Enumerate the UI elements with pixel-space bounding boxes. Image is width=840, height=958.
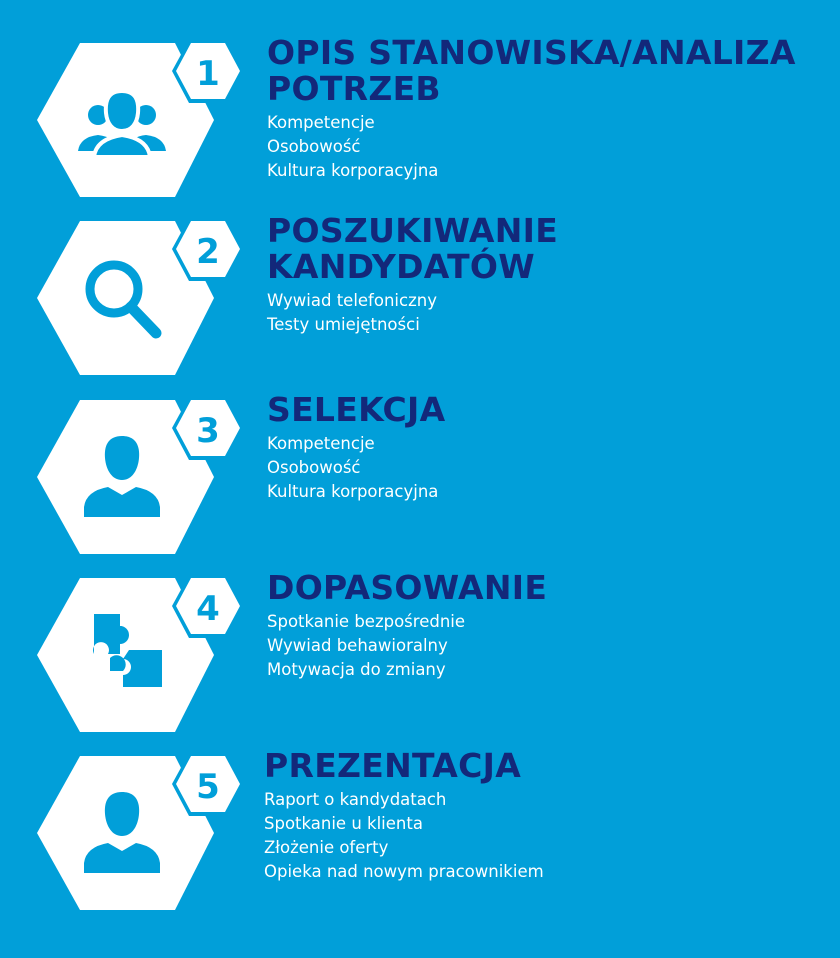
step-number-badge xyxy=(176,578,240,634)
step-item: Kompetencje xyxy=(267,113,375,132)
step-number: 4 xyxy=(196,589,220,629)
step-items: Wywiad telefoniczny Testy umiejętności xyxy=(267,289,558,337)
step-item: Raport o kandydatach xyxy=(264,790,447,809)
step-item: Osobowość xyxy=(267,137,361,156)
step-number-badge xyxy=(176,221,240,277)
person-icon xyxy=(84,436,160,517)
step-3: 3 SELEKCJA Kompetencje Osobowość Kultura k… xyxy=(0,392,840,560)
step-2: 2 POSZUKIWANIE KANDYDATÓW Wywiad telefoni… xyxy=(0,213,840,381)
step-title-line: KANDYDATÓW xyxy=(267,247,535,286)
step-items: Spotkanie bezpośrednie Wywiad behawioraln… xyxy=(267,610,547,682)
step-items: Kompetencje Osobowość Kultura korporacyjna xyxy=(267,432,445,504)
step-title-line: POTRZEB xyxy=(267,69,441,108)
step-number-badge xyxy=(176,756,240,812)
step-4: 4 DOPASOWANIE Spotkanie bezpośrednie Wywi… xyxy=(0,570,840,738)
step-item: Opieka nad nowym pracownikiem xyxy=(264,862,544,881)
step-title: PREZENTACJA xyxy=(264,748,544,784)
step-number: 1 xyxy=(196,54,220,94)
step-hexagon: 2 xyxy=(37,221,244,375)
group-icon xyxy=(78,88,166,159)
step-hexagon: 5 xyxy=(37,756,244,910)
step-item: Motywacja do zmiany xyxy=(267,660,446,679)
step-number: 5 xyxy=(196,767,220,807)
step-title-line: SELEKCJA xyxy=(267,390,446,429)
step-item: Wywiad behawioralny xyxy=(267,636,448,655)
step-items: Kompetencje Osobowość Kultura korporacyjna xyxy=(267,111,796,183)
step-item: Spotkanie u klienta xyxy=(264,814,423,833)
magnifier-icon xyxy=(85,260,162,339)
step-1: 1 OPIS STANOWISKA/ANALIZA POTRZEB Kompete… xyxy=(0,35,840,203)
step-item: Złożenie oferty xyxy=(264,838,389,857)
step-title: SELEKCJA xyxy=(267,392,445,428)
step-title: DOPASOWANIE xyxy=(267,570,547,606)
step-item: Testy umiejętności xyxy=(267,315,420,334)
step-title-line: DOPASOWANIE xyxy=(267,568,548,607)
step-title-line: POSZUKIWANIE xyxy=(267,211,559,250)
step-hexagon: 3 xyxy=(37,400,244,554)
step-number: 2 xyxy=(196,232,220,272)
step-hexagon: 1 xyxy=(37,43,244,197)
step-item: Kultura korporacyjna xyxy=(267,482,439,501)
step-title: OPIS STANOWISKA/ANALIZA POTRZEB xyxy=(267,35,796,107)
step-item: Osobowość xyxy=(267,458,361,477)
puzzle-icon xyxy=(93,614,162,687)
step-title: POSZUKIWANIE KANDYDATÓW xyxy=(267,213,558,285)
step-items: Raport o kandydatach Spotkanie u klienta Z… xyxy=(264,788,544,884)
step-title-line: PREZENTACJA xyxy=(264,746,522,785)
step-hexagon: 4 xyxy=(37,578,244,732)
step-number: 3 xyxy=(196,411,220,451)
step-number-badge xyxy=(176,43,240,99)
step-5: 5 PREZENTACJA Raport o kandydatach Spotka… xyxy=(0,748,840,916)
step-item: Kultura korporacyjna xyxy=(267,161,439,180)
step-title-line: OPIS STANOWISKA/ANALIZA xyxy=(267,33,796,72)
step-item: Wywiad telefoniczny xyxy=(267,291,437,310)
person-icon xyxy=(84,792,160,873)
step-item: Spotkanie bezpośrednie xyxy=(267,612,466,631)
step-number-badge xyxy=(176,400,240,456)
step-item: Kompetencje xyxy=(267,434,375,453)
